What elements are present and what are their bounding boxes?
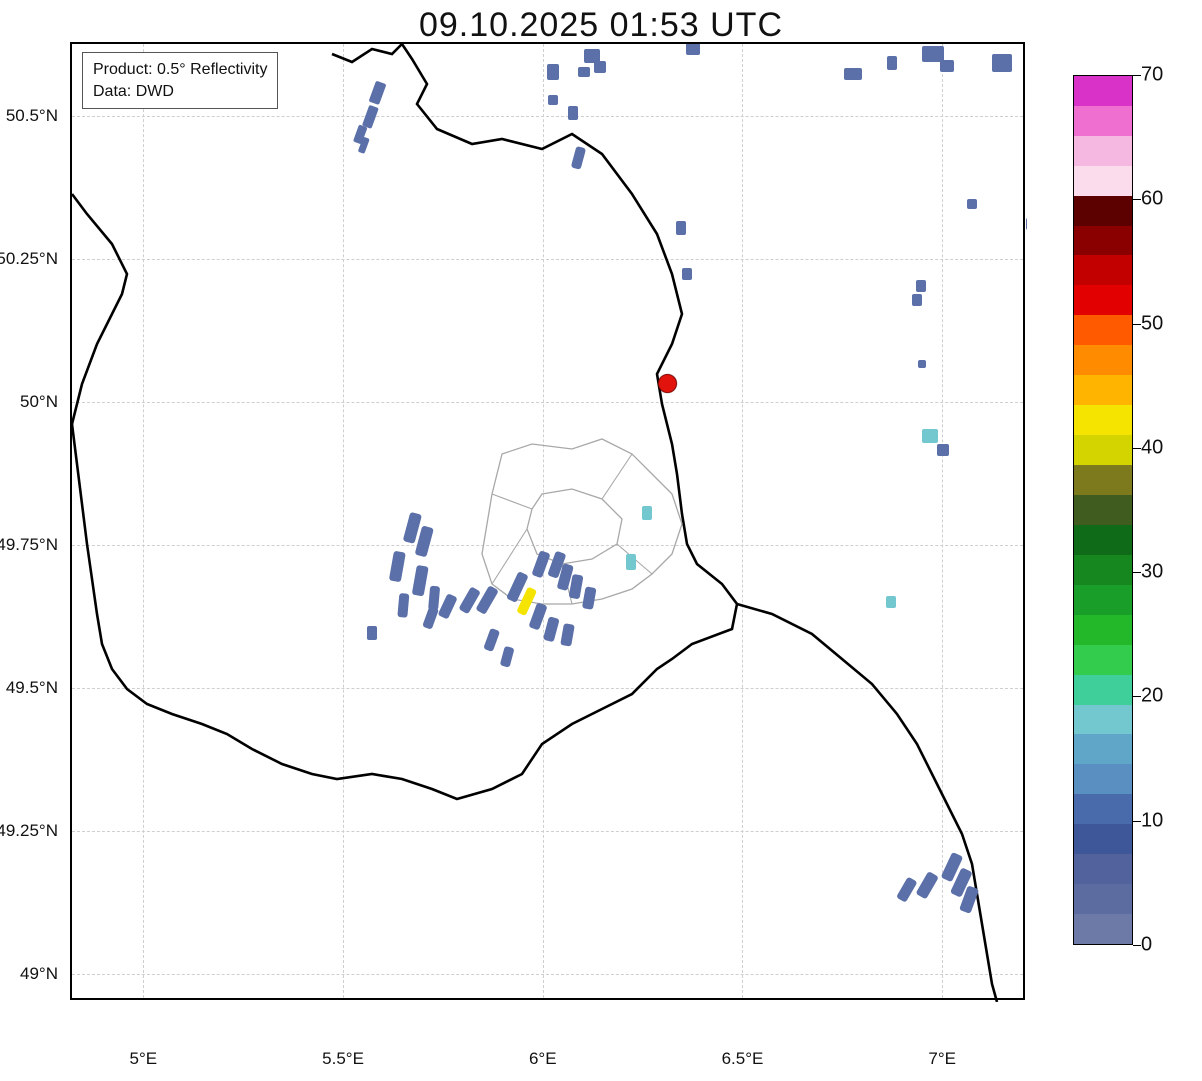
cb-band	[1074, 705, 1132, 735]
cb-band	[1074, 884, 1132, 914]
gridline-horizontal	[72, 402, 1023, 403]
x-tick-1: 5.5°E	[322, 1049, 364, 1069]
cb-tick-mark	[1133, 324, 1141, 325]
y-tick-1: 50.25°N	[0, 249, 58, 269]
location-marker[interactable]	[658, 374, 677, 393]
cb-band	[1074, 794, 1132, 824]
cb-tick-mark	[1133, 448, 1141, 449]
cb-band	[1074, 435, 1132, 465]
cb-tick-mark	[1133, 821, 1141, 822]
map-svg-layer	[72, 44, 1027, 1002]
colorbar-widget: 0 10 20 30 40 50 60 70 dBZ	[1073, 75, 1133, 945]
info-line1: Product: 0.5° Reflectivity	[93, 59, 267, 81]
gridline-vertical	[343, 44, 344, 998]
gridline-horizontal	[72, 259, 1023, 260]
y-tick-3: 49.75°N	[0, 535, 58, 555]
cb-tick-7: 70	[1141, 64, 1163, 87]
gridline-vertical	[942, 44, 943, 998]
cb-tick-mark	[1133, 696, 1141, 697]
cb-band	[1074, 645, 1132, 675]
gridline-vertical	[742, 44, 743, 998]
colorbar-gradient	[1073, 75, 1133, 945]
x-tick-3: 6.5°E	[722, 1049, 764, 1069]
cb-band	[1074, 854, 1132, 884]
cb-band	[1074, 615, 1132, 645]
gridline-horizontal	[72, 688, 1023, 689]
gridline-horizontal	[72, 974, 1023, 975]
page-title: 09.10.2025 01:53 UTC	[0, 6, 1202, 45]
cb-band	[1074, 585, 1132, 615]
gridline-vertical	[543, 44, 544, 998]
gridline-horizontal	[72, 545, 1023, 546]
gridline-horizontal	[72, 116, 1023, 117]
cb-band	[1074, 255, 1132, 285]
cb-band	[1074, 166, 1132, 196]
cb-band	[1074, 136, 1132, 166]
cb-band	[1074, 315, 1132, 345]
info-box: Product: 0.5° Reflectivity Data: DWD	[82, 52, 278, 109]
radar-map-app: 09.10.2025 01:53 UTC 50.5°N 50.25°N 50°N…	[0, 0, 1202, 1081]
cb-band	[1074, 76, 1132, 106]
cb-tick-0: 0	[1141, 934, 1152, 957]
cb-band	[1074, 465, 1132, 495]
gridline-vertical	[143, 44, 144, 998]
cb-band	[1074, 824, 1132, 854]
cb-band	[1074, 196, 1132, 226]
y-tick-2: 50°N	[0, 392, 58, 412]
cb-band	[1074, 555, 1132, 585]
cb-band	[1074, 106, 1132, 136]
cb-band	[1074, 495, 1132, 525]
map-plot-area: 50.5°N 50.25°N 50°N 49.75°N 49.5°N 49.25…	[70, 42, 1025, 1000]
cb-tick-3: 30	[1141, 561, 1163, 584]
info-line2: Data: DWD	[93, 81, 267, 103]
cb-tick-5: 50	[1141, 312, 1163, 335]
cb-tick-2: 20	[1141, 685, 1163, 708]
y-tick-6: 49°N	[0, 964, 58, 984]
cb-tick-mark	[1133, 945, 1141, 946]
cb-band	[1074, 285, 1132, 315]
cb-tick-4: 40	[1141, 436, 1163, 459]
y-tick-0: 50.5°N	[0, 106, 58, 126]
cb-tick-mark	[1133, 75, 1141, 76]
cb-band	[1074, 226, 1132, 256]
cb-tick-6: 60	[1141, 188, 1163, 211]
y-tick-4: 49.5°N	[0, 678, 58, 698]
cb-band	[1074, 345, 1132, 375]
cb-band	[1074, 675, 1132, 705]
y-tick-5: 49.25°N	[0, 821, 58, 841]
cb-tick-mark	[1133, 199, 1141, 200]
x-tick-2: 6°E	[529, 1049, 557, 1069]
cb-band	[1074, 525, 1132, 555]
x-tick-4: 7°E	[928, 1049, 956, 1069]
cb-band	[1074, 405, 1132, 435]
cb-tick-mark	[1133, 572, 1141, 573]
cb-band	[1074, 914, 1132, 944]
cb-band	[1074, 764, 1132, 794]
x-tick-0: 5°E	[130, 1049, 158, 1069]
cb-band	[1074, 375, 1132, 405]
radar-echo-cluster	[350, 44, 1027, 914]
cb-band	[1074, 734, 1132, 764]
cb-tick-1: 10	[1141, 809, 1163, 832]
gridline-horizontal	[72, 831, 1023, 832]
